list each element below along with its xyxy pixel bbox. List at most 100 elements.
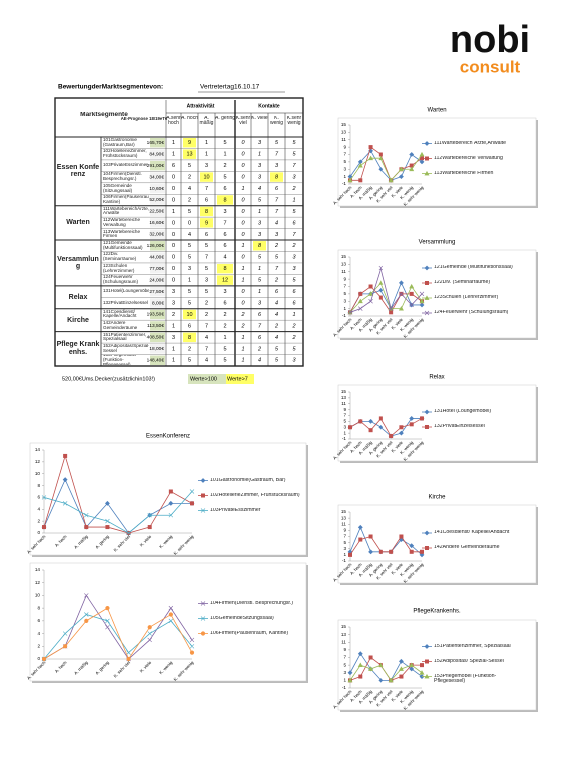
score: 0 — [241, 300, 245, 306]
score: 5 — [258, 197, 262, 203]
legend-label: 113Wartebereiche Firmen — [434, 170, 494, 176]
score-col: A.sehr hoch — [166, 116, 181, 127]
ae-cell — [150, 172, 165, 182]
point — [190, 501, 195, 506]
ae-cell — [150, 263, 165, 274]
group-label-box: Versammlung — [57, 256, 99, 270]
score: 1 — [258, 152, 261, 158]
ae-value: 34,00€ — [149, 174, 164, 180]
score: 3 — [172, 300, 175, 306]
score-hl — [183, 138, 196, 148]
score: 5 — [223, 140, 226, 146]
point — [200, 508, 206, 513]
legend-label: 132PrivatEinzelsessel — [434, 424, 485, 429]
score-hl — [183, 149, 196, 159]
ae-cell — [150, 149, 165, 159]
y-tick-label: 9 — [343, 144, 346, 149]
y-tick-label: 12 — [35, 459, 41, 464]
point — [398, 166, 404, 172]
score: 2 — [257, 346, 261, 352]
legend-label-box: 111Wartebereich Ärzte,Anwälte — [434, 140, 506, 146]
legend-label-box: 151Patientenzimmer, Spezialsaal — [434, 644, 511, 649]
ae-cell — [150, 183, 165, 194]
point — [358, 306, 363, 311]
y-tick-label: 1 — [343, 430, 346, 435]
segment-name-box: 105Gemeinde (Sitzungssaal) — [103, 183, 132, 192]
score: 6 — [258, 312, 262, 318]
point — [424, 310, 430, 316]
point — [368, 145, 373, 150]
point — [419, 298, 425, 304]
point — [189, 644, 195, 649]
segment-name: 112Wartebereiche Verwaltung — [103, 217, 141, 227]
series-line — [43, 614, 193, 660]
score: 4 — [188, 232, 191, 238]
score: 1 — [241, 266, 244, 272]
col-ae-box: AE-Prognose 18/19eT€ — [121, 117, 168, 121]
group-label: Essen Konferenz — [56, 164, 100, 179]
score: 8 — [275, 175, 279, 181]
ae-cell — [150, 206, 165, 217]
point — [378, 295, 383, 300]
score: 6 — [223, 186, 226, 192]
y-tick-label: 13 — [341, 395, 347, 400]
legend-label: 101Gastronomie(Gastraum, Bar) — [210, 477, 286, 483]
score: 6 — [188, 323, 191, 329]
point — [41, 656, 47, 662]
score: 6 — [292, 289, 296, 295]
legend-label: 131Hotel (Loungemöbel) — [434, 409, 492, 414]
y-tick-label: 2 — [37, 518, 40, 523]
y-tick-label: 3 — [343, 546, 346, 551]
segment-name: 124Feuerwehr (Schulungsraum) — [103, 274, 138, 285]
score: 7 — [275, 152, 279, 158]
point — [147, 637, 152, 643]
segment-name: 103PrivateEsszimmer — [103, 162, 148, 168]
y-tick-label: 10 — [35, 471, 41, 476]
score: 0 — [188, 220, 191, 226]
score: 7 — [292, 163, 296, 169]
group-label-box: Warten — [66, 219, 89, 226]
legend-label-box: 121Gemeinde (Multifunktionssaal) — [434, 265, 513, 270]
point — [41, 495, 47, 500]
legend-label-box: 106Firmen(Pausenraum, Kantine) — [210, 630, 289, 636]
legend-label: 111Wartebereich Ärzte,Anwälte — [434, 140, 506, 146]
score: 9 — [205, 220, 208, 226]
segment-name-box: 131Hotel(Loungemöbel) — [103, 288, 149, 293]
point — [105, 500, 110, 506]
y-tick-label: 1 — [343, 552, 346, 557]
score: 7 — [275, 266, 279, 272]
y-tick-label: 5 — [343, 419, 346, 424]
point — [378, 280, 384, 285]
point — [358, 419, 363, 424]
score: 5 — [223, 358, 226, 364]
point — [378, 416, 383, 421]
score: 4 — [258, 186, 261, 192]
score: 7 — [223, 220, 226, 226]
score: 3 — [258, 175, 262, 181]
y-tick-label: 12 — [35, 580, 41, 585]
legend-label: 104Firmen(Dienstl. Besprechungsr.) — [210, 600, 294, 606]
point — [399, 430, 404, 436]
score: 3 — [172, 335, 175, 341]
legend-label-box: 103PrivateEsszimmer — [210, 508, 260, 513]
score: 1 — [241, 186, 244, 192]
legend-label-box: 131Hotel (Loungemöbel) — [434, 409, 492, 414]
col-segment-box: Marktsegmente — [80, 112, 128, 118]
ae-value: 32,00€ — [149, 232, 164, 238]
point — [398, 666, 404, 671]
score: 2 — [274, 278, 278, 284]
point — [189, 489, 195, 494]
segment-name-box: 124Feuerwehr (Schulungsraum) — [103, 274, 138, 285]
segment-name: 106Firmen(Pausenraum, Kantine) — [103, 194, 149, 204]
score: 3 — [275, 232, 279, 238]
point — [347, 552, 352, 557]
score-col: K. wenig — [269, 116, 284, 127]
point — [424, 141, 430, 146]
legend-label-box: 153Pflegemöbel (Funktion-Pflegesessel) — [434, 674, 496, 684]
legend-label: 106Firmen(Pausenraum, Kantine) — [210, 630, 289, 636]
segment-name: 151Patientenzimmer, Spezialsaal — [103, 332, 147, 342]
legend-label-box: 142Andere Gemeinderäume — [434, 545, 499, 550]
point — [105, 606, 110, 611]
point — [409, 662, 415, 668]
point — [419, 291, 425, 297]
